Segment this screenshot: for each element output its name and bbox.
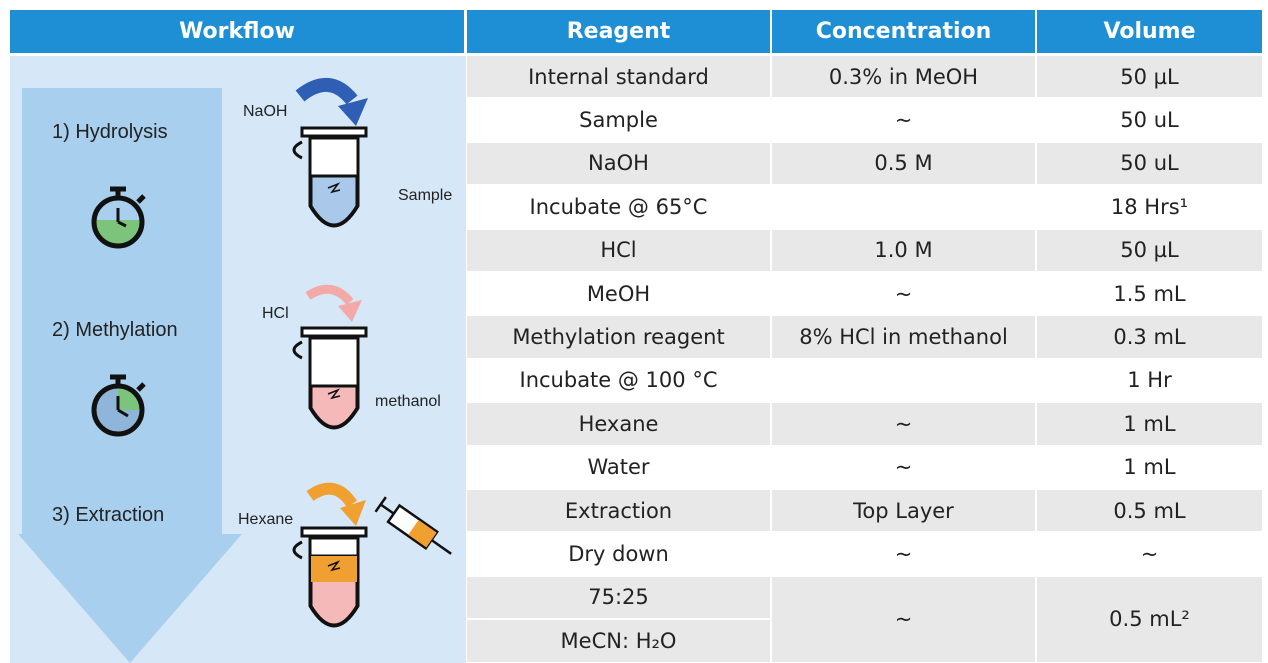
addition-label: Hexane [238, 511, 293, 528]
table-cell: 50 µL [1037, 229, 1262, 271]
table-cell: Incubate @ 65°C [467, 186, 770, 228]
table-cell: 1.0 M [772, 229, 1035, 271]
table-cell: ~ [772, 273, 1035, 315]
table-cell: 0.3 mL [1037, 316, 1262, 358]
step-label: 2) Methylation [52, 319, 178, 341]
table-cell: 18 Hrs¹ [1037, 186, 1262, 228]
table-cell: 1 mL [1037, 403, 1262, 445]
table-cell: 50 uL [1037, 142, 1262, 185]
table-cell: 1 mL [1037, 446, 1262, 488]
table-cell: 0.5 mL² [1037, 576, 1262, 662]
table-cell: 1 Hr [1037, 359, 1262, 402]
table-cell: Dry down [467, 533, 770, 575]
tube-label: Sample [398, 187, 452, 204]
table-cell: ~ [772, 533, 1035, 575]
table-cell [772, 359, 1035, 402]
step-label: 1) Hydrolysis [52, 121, 168, 143]
table-cell: ~ [772, 446, 1035, 488]
table-cell: Internal standard [467, 56, 770, 98]
table-cell: Extraction [467, 490, 770, 532]
table-cell: 0.5 mL [1037, 490, 1262, 532]
header-cell: Workflow [10, 10, 464, 53]
table-cell: Incubate @ 100 °C [467, 359, 770, 402]
table-cell: 0.3% in MeOH [772, 56, 1035, 98]
table-cell: 0.5 M [772, 142, 1035, 185]
header-cell: Reagent [467, 10, 770, 53]
tube-label: methanol [375, 393, 441, 410]
table-cell: 8% HCl in methanol [772, 316, 1035, 358]
table-cell: ~ [772, 403, 1035, 445]
table-cell: ~ [1037, 533, 1262, 575]
header-cell: Volume [1037, 10, 1262, 53]
table-cell: Sample [467, 99, 770, 141]
table-cell: 75:25 [467, 576, 770, 619]
addition-label: NaOH [243, 103, 287, 120]
table-cell: Hexane [467, 403, 770, 445]
table-cell: MeCN: H₂O [467, 620, 770, 662]
table-cell: 50 µL [1037, 56, 1262, 98]
table-cell: 50 uL [1037, 99, 1262, 141]
table-cell: ~ [772, 99, 1035, 141]
addition-label: HCl [262, 305, 289, 322]
step-label: 3) Extraction [52, 504, 164, 526]
table-cell: Water [467, 446, 770, 488]
table-cell: ~ [772, 576, 1035, 662]
table-cell: HCl [467, 229, 770, 271]
table-cell [772, 186, 1035, 228]
workflow-panel: 1) Hydrolysis 2) Methylation 3) Extracti… [10, 56, 466, 663]
table-cell: 1.5 mL [1037, 273, 1262, 315]
table-cell: NaOH [467, 142, 770, 185]
header-cell: Concentration [772, 10, 1035, 53]
table-cell: Methylation reagent [467, 316, 770, 358]
table-cell: MeOH [467, 273, 770, 315]
table-cell: Top Layer [772, 490, 1035, 532]
